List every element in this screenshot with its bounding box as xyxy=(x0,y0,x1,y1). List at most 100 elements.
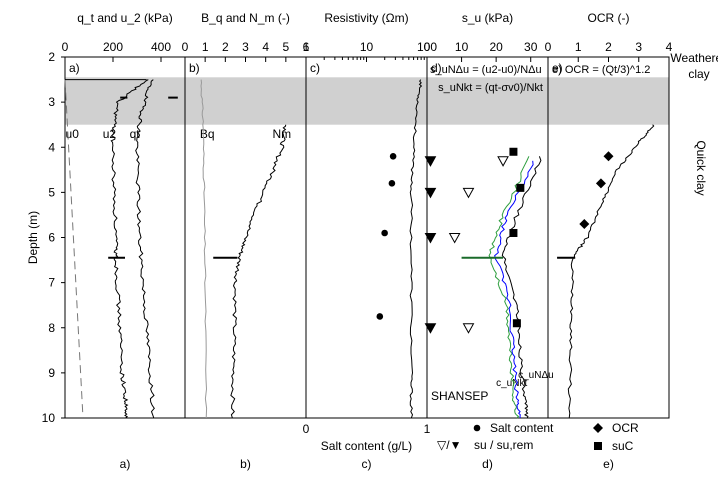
top-tick-label: 30 xyxy=(524,40,538,54)
y-tick-label: 9 xyxy=(48,366,55,380)
label-u0: u0 xyxy=(66,127,80,141)
legend-su-symbols: ▽/▼ xyxy=(437,438,461,452)
panel-title-5: OCR (-) xyxy=(588,11,630,25)
axis-ticks xyxy=(61,56,670,419)
layer-label-weathered: Weathered I xyxy=(670,51,718,65)
top-tick-label: 200 xyxy=(103,40,123,54)
panel-id-1: a) xyxy=(69,61,80,75)
top-tick-label: 0 xyxy=(545,40,552,54)
label-qt: qt xyxy=(130,127,141,141)
series-u0 xyxy=(64,79,84,419)
su-open-triangle xyxy=(497,156,509,167)
salt-content-point xyxy=(389,152,397,160)
ocr-diamond xyxy=(595,178,606,189)
panel-id-3: c) xyxy=(310,61,320,75)
y-tick-label: 3 xyxy=(48,95,55,109)
su-open-triangle xyxy=(462,187,475,199)
series-resistivity xyxy=(409,79,423,419)
salt-content-point xyxy=(376,313,384,320)
panel-caption-3: c) xyxy=(362,457,372,471)
top-tick-label: 1 xyxy=(202,40,209,54)
series-Bq xyxy=(200,79,208,419)
legend-salt-marker xyxy=(473,424,481,432)
label-shansep: SHANSEP xyxy=(431,389,488,403)
layer-label-weathered-clay: clay xyxy=(688,67,709,81)
top-tick-label: 10 xyxy=(455,40,469,54)
label-Bq: Bq xyxy=(200,127,215,141)
top-tick-label: 0 xyxy=(182,40,189,54)
series-qt xyxy=(135,79,155,419)
suC-square xyxy=(509,147,518,156)
layer-bands xyxy=(65,77,669,125)
salt-axis-title: Salt content (g/L) xyxy=(321,439,412,453)
panel-caption-5: e) xyxy=(603,457,614,471)
su-open-triangle xyxy=(462,323,475,334)
bottom-tick-label: 1 xyxy=(424,422,431,436)
top-tick-label: 5 xyxy=(282,40,289,54)
panel-id-5: e) xyxy=(552,61,563,75)
series-cuNkt xyxy=(488,156,530,419)
panel-caption-2: b) xyxy=(240,457,251,471)
series-Nm xyxy=(230,124,287,419)
panel-title-4: s_u (kPa) xyxy=(462,11,513,25)
top-tick-label: 3 xyxy=(635,40,642,54)
salt-content-point xyxy=(388,180,396,187)
top-tick-label: 400 xyxy=(151,40,171,54)
equation-su-du: s_uNΔu = (u2-u0)/NΔu xyxy=(430,64,542,76)
label-cuNdu: c_uNΔu xyxy=(518,370,554,381)
legend-ocr-marker xyxy=(593,423,603,433)
su-rem-filled-triangle xyxy=(424,233,437,244)
legend: Salt content ▽/▼ su / su,rem OCR suC xyxy=(437,421,639,453)
panel-id-2: b) xyxy=(189,61,200,75)
top-tick-label: 0 xyxy=(62,40,69,54)
y-tick-label: 6 xyxy=(48,231,55,245)
top-tick-label: 20 xyxy=(489,40,503,54)
su-rem-filled-triangle xyxy=(424,323,437,334)
legend-su-label: su / su,rem xyxy=(474,438,533,452)
panel-caption-1: a) xyxy=(120,457,131,471)
series-u2 xyxy=(110,79,149,419)
series xyxy=(64,79,655,419)
top-tick-label: 6 xyxy=(303,40,310,54)
su-rem-filled-triangle xyxy=(424,187,437,199)
weathered-layer-band xyxy=(65,77,669,125)
series-ocr-profile xyxy=(567,124,655,419)
top-tick-label: 10 xyxy=(360,40,374,54)
legend-ocr-label: OCR xyxy=(612,421,639,435)
top-tick-label: 1 xyxy=(303,40,310,54)
ocr-diamond xyxy=(579,218,590,229)
top-tick-label: 3 xyxy=(242,40,249,54)
panel-title-1: q_t and u_2 (kPa) xyxy=(77,11,172,25)
su-rem-filled-triangle xyxy=(424,156,437,167)
legend-suC-label: suC xyxy=(612,439,634,453)
layer-label-quick-clay: Quick clay xyxy=(694,140,708,195)
y-tick-label: 2 xyxy=(48,50,55,64)
legend-salt-label: Salt content xyxy=(490,421,554,435)
panel-id-4: d) xyxy=(431,61,442,75)
top-tick-label: 1 xyxy=(575,40,582,54)
ocr-diamond xyxy=(603,151,614,162)
panel-caption-4: d) xyxy=(482,457,493,471)
bottom-tick-label: 0 xyxy=(303,422,310,436)
y-tick-label: 8 xyxy=(48,321,55,335)
legend-suC-marker xyxy=(594,442,602,450)
top-tick-label: 0 xyxy=(424,40,431,54)
top-tick-label: 100 xyxy=(417,40,437,54)
y-tick-label: 4 xyxy=(48,140,55,154)
top-tick-label: 2 xyxy=(222,40,229,54)
equation-ocr: e) OCR = (Qt/3)^1.2 xyxy=(552,64,650,76)
label-Nm: Nm xyxy=(272,127,291,141)
y-tick-label: 7 xyxy=(48,276,55,290)
su-open-triangle xyxy=(448,233,461,244)
y-tick-label: 5 xyxy=(48,185,55,199)
series-cuNΔu xyxy=(501,156,542,419)
top-tick-label: 2 xyxy=(605,40,612,54)
suC-square xyxy=(509,228,518,237)
panel-title-2: B_q and N_m (-) xyxy=(201,11,290,25)
top-tick-label: 4 xyxy=(666,40,673,54)
equation-su-kt: s_uNkt = (qt-σv0)/Nkt xyxy=(438,82,543,94)
series-SHANSEP xyxy=(494,160,534,419)
label-cuNkt: c_uNkt xyxy=(496,378,527,389)
